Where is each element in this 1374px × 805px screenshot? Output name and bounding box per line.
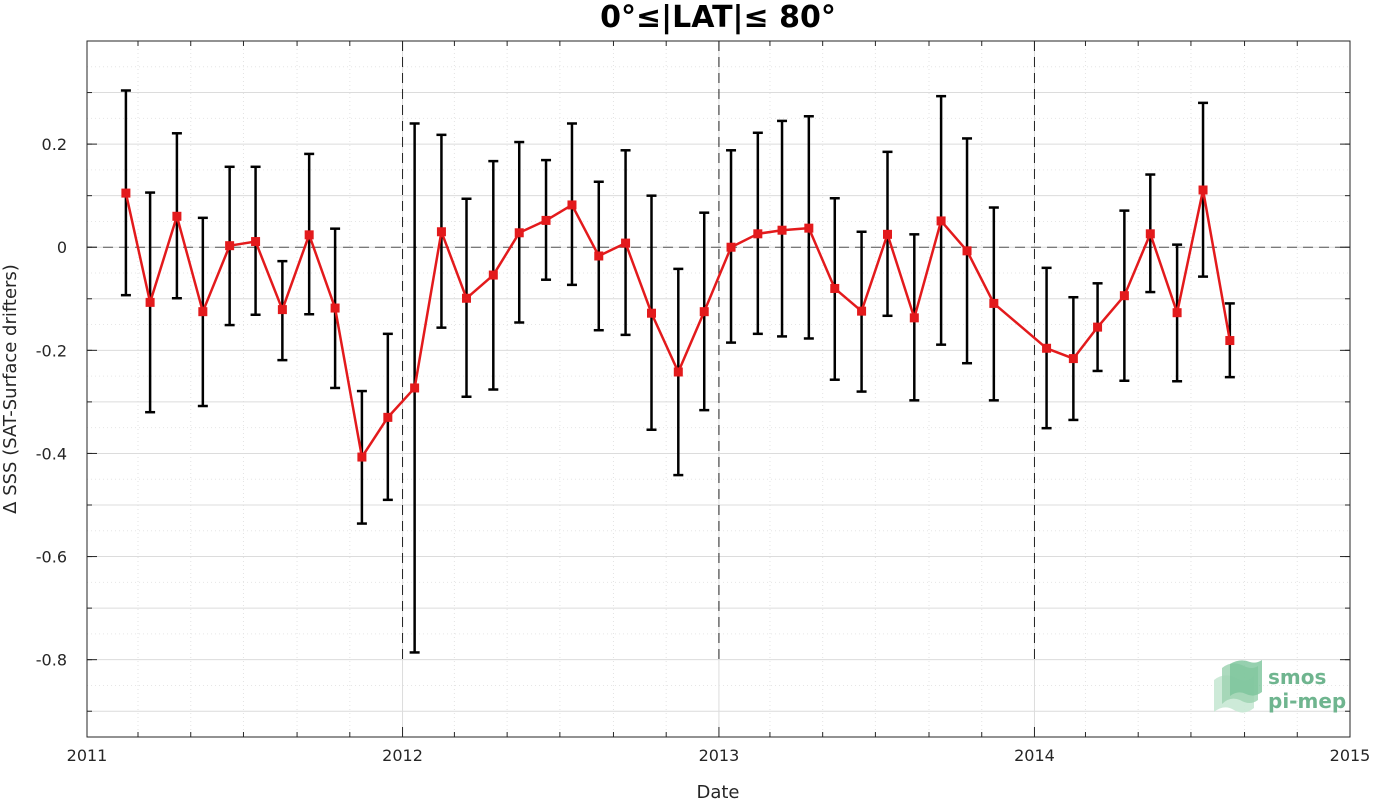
- data-point-marker: [121, 188, 131, 198]
- data-point-marker: [514, 228, 524, 238]
- data-point-marker: [804, 223, 814, 233]
- data-point-marker: [989, 298, 999, 308]
- y-tick-label: -0.8: [36, 651, 67, 670]
- data-point-marker: [330, 303, 340, 313]
- data-point-marker: [410, 383, 420, 393]
- data-point-marker: [726, 242, 736, 252]
- logo-wave-icon: [1214, 660, 1262, 713]
- y-tick-label: -0.2: [36, 341, 67, 360]
- data-point-marker: [488, 270, 498, 280]
- data-point-marker: [383, 412, 393, 422]
- x-tick-label: 2013: [699, 746, 740, 765]
- data-point-marker: [594, 251, 604, 261]
- axis-ticks: 2011 2012 2013 2014 2015 0.2 0 -0.2 -0.4 -0.6 -0.8: [36, 41, 1371, 765]
- data-point-marker: [1145, 229, 1155, 239]
- data-point-marker: [225, 241, 235, 251]
- data-point-marker: [1225, 336, 1235, 346]
- x-tick-label: 2011: [67, 746, 108, 765]
- data-point-marker: [699, 307, 709, 317]
- data-point-marker: [145, 297, 155, 307]
- data-point-marker: [198, 307, 208, 317]
- data-point-marker: [1198, 185, 1208, 195]
- x-axis-label: Date: [696, 782, 739, 801]
- data-point-marker: [172, 211, 182, 221]
- data-point-marker: [1068, 354, 1078, 364]
- y-tick-label: 0.2: [42, 135, 67, 154]
- y-tick-label: 0: [57, 238, 67, 257]
- data-point-marker: [304, 230, 314, 240]
- y-tick-label: -0.6: [36, 548, 67, 567]
- smos-pi-mep-logo: smos pi-mep: [1214, 660, 1346, 713]
- data-point-marker: [857, 306, 867, 316]
- data-point-marker: [277, 305, 287, 315]
- data-point-marker: [436, 227, 446, 237]
- data-point-marker: [673, 367, 683, 377]
- data-point-marker: [462, 293, 472, 303]
- data-point-marker: [251, 237, 261, 247]
- data-point-marker: [830, 283, 840, 293]
- data-point-marker: [1042, 343, 1052, 353]
- data-point-marker: [567, 200, 577, 210]
- data-point-marker: [1093, 322, 1103, 332]
- data-point-marker: [541, 215, 551, 225]
- reference-lines: [87, 41, 1350, 665]
- data-point-marker: [621, 238, 631, 248]
- logo-text-line1: smos: [1268, 665, 1326, 689]
- data-point-marker: [936, 216, 946, 226]
- data-point-marker: [1119, 291, 1129, 301]
- data-point-marker: [962, 246, 972, 256]
- data-point-marker: [357, 452, 367, 462]
- data-point-marker: [753, 229, 763, 239]
- chart-title: 0°≤|LAT|≤ 80°: [600, 0, 836, 35]
- grid-layer: [86, 40, 1351, 737]
- data-point-marker: [883, 229, 893, 239]
- data-point-marker: [909, 313, 919, 323]
- x-tick-label: 2015: [1330, 746, 1371, 765]
- data-point-marker: [777, 225, 787, 235]
- y-tick-label: -0.4: [36, 444, 67, 463]
- logo-text-line2: pi-mep: [1268, 689, 1346, 713]
- data-series: [121, 185, 1235, 462]
- x-tick-label: 2014: [1014, 746, 1055, 765]
- y-axis-label: Δ SSS (SAT-Surface drifters): [0, 264, 21, 514]
- data-point-marker: [1172, 308, 1182, 318]
- x-tick-label: 2012: [382, 746, 423, 765]
- data-point-marker: [647, 308, 657, 318]
